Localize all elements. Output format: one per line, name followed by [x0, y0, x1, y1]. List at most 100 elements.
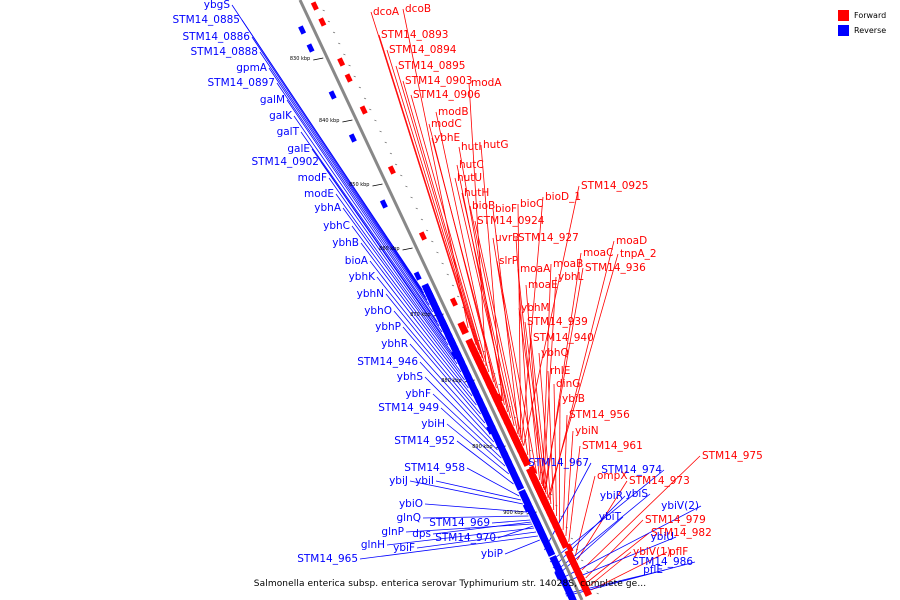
label-gale: galE	[287, 143, 310, 155]
label-stm14-0897: STM14_0897	[208, 77, 275, 89]
label-stm14-0886: STM14_0886	[183, 31, 251, 43]
label-ybhe: ybhE	[434, 132, 460, 144]
label-ybhc: ybhC	[323, 220, 350, 232]
label-moad: moaD	[616, 235, 647, 247]
connector-stm14-949	[440, 407, 506, 467]
minor-feature	[486, 425, 495, 435]
minor-tick	[425, 229, 429, 232]
connector-ybhf	[432, 393, 502, 459]
minor-feature	[450, 350, 459, 360]
gene-features	[298, 1, 593, 600]
minor-tick	[410, 196, 413, 199]
minor-feature	[387, 165, 396, 175]
connector-mode	[335, 193, 455, 359]
tick-mark	[342, 119, 353, 123]
label-stm14-973: STM14_973	[629, 475, 690, 487]
connector-ompx	[574, 475, 596, 557]
tick-label: 890 kbp	[472, 444, 492, 450]
label-stm14-0903: STM14_0903	[405, 75, 472, 87]
legend-forward-label: Forward	[854, 11, 887, 20]
minor-tick	[327, 20, 331, 23]
label-slrp: slrP	[499, 255, 518, 267]
connector-ybir	[552, 495, 626, 569]
connector-stm14-0888	[259, 51, 428, 301]
connector-uvrb	[492, 237, 529, 456]
gene-biob	[507, 427, 519, 441]
connector-stm14-0906	[410, 94, 490, 373]
connector-ybhm	[518, 307, 545, 491]
connector-stm14-0894	[386, 49, 481, 355]
connector-ybif	[416, 531, 537, 549]
label-stm14-969: STM14_969	[429, 517, 490, 529]
connector-ding	[553, 383, 557, 517]
label-mode: modE	[304, 188, 334, 200]
label-galk: galK	[269, 110, 293, 122]
label-stm14-939: STM14_939	[527, 316, 588, 328]
minor-tick	[338, 42, 341, 45]
connector-stm14-0895	[395, 65, 483, 359]
gene-stm14-967	[543, 543, 556, 557]
tick-label: 900 kbp	[503, 510, 523, 516]
connector-ybhe	[431, 137, 501, 396]
label-ybir: ybiR	[600, 490, 623, 502]
gene-stm14-952	[512, 477, 525, 491]
label-ybip: ybiP	[481, 548, 503, 560]
connector-glnh	[386, 527, 535, 546]
axis-tick-labels: 830 kbp 840 kbp 850 kbp 860 kbp 870 kbp 880 k…	[290, 56, 524, 516]
gene-dcob	[457, 321, 469, 335]
connector-stm14-0886	[251, 36, 426, 298]
connector-glnp	[405, 523, 533, 533]
label-moae: moaE	[528, 279, 558, 291]
label-stm14-927: STM14_927	[518, 232, 579, 244]
label-stm14-946: STM14_946	[357, 356, 418, 368]
label-modb: modB	[438, 106, 469, 118]
label-biod-1: bioD_1	[545, 191, 581, 203]
genome-caption: Salmonella enterica subsp. enterica sero…	[253, 579, 647, 589]
connector-huth	[461, 192, 515, 427]
minor-tick	[348, 64, 351, 67]
connector-stm14-0885	[241, 19, 425, 294]
gene-ybip	[539, 533, 551, 547]
minor-feature	[318, 17, 327, 27]
label-stm14-986: STM14_986	[632, 556, 693, 568]
tick-mark	[372, 183, 383, 187]
minor-feature	[418, 231, 427, 241]
label-glnq: glnQ	[396, 512, 421, 524]
minor-tick	[441, 262, 444, 265]
connector-glnq	[422, 515, 529, 519]
connector-stm14-936	[543, 267, 584, 491]
connector-galm	[286, 99, 438, 323]
label-stm14-965: STM14_965	[297, 553, 358, 565]
label-biof: bioF	[495, 203, 517, 215]
label-ybhp: ybhP	[375, 321, 401, 333]
label-glnp: glnP	[381, 526, 404, 538]
tick-label: 880 kbp	[441, 378, 461, 384]
label-ybhs: ybhS	[397, 371, 424, 383]
label-stm14-0894: STM14_0894	[389, 44, 457, 56]
minor-feature	[449, 297, 458, 307]
connector-ybit	[556, 516, 624, 577]
gene-stm14-0897	[431, 305, 444, 319]
connector-ybio	[424, 503, 527, 513]
label-ybhk: ybhK	[349, 271, 377, 283]
label-tnpa-2: tnpA_2	[620, 248, 657, 260]
label-stm14-982: STM14_982	[651, 527, 712, 539]
minor-tick	[446, 273, 449, 276]
genome-backbone	[298, 0, 584, 600]
label-ybhn: ybhN	[357, 288, 384, 300]
connector-stm14-969	[491, 519, 531, 524]
label-dps: dps	[412, 528, 431, 540]
connector-ybhs	[424, 376, 498, 451]
label-galm: galM	[260, 94, 285, 106]
label-ybhl: ybhL	[558, 271, 584, 283]
connector-slrp	[496, 260, 538, 475]
label-stm14-0925: STM14_0925	[581, 180, 648, 192]
label-ybij: ybiJ	[389, 475, 408, 487]
forward-swatch	[838, 10, 849, 21]
minor-feature	[306, 43, 315, 53]
connector-stm14-0897	[276, 82, 433, 313]
gene-stm14-0906	[478, 365, 490, 379]
label-biob: bioB	[472, 200, 495, 212]
connector-ybhq	[538, 352, 552, 505]
